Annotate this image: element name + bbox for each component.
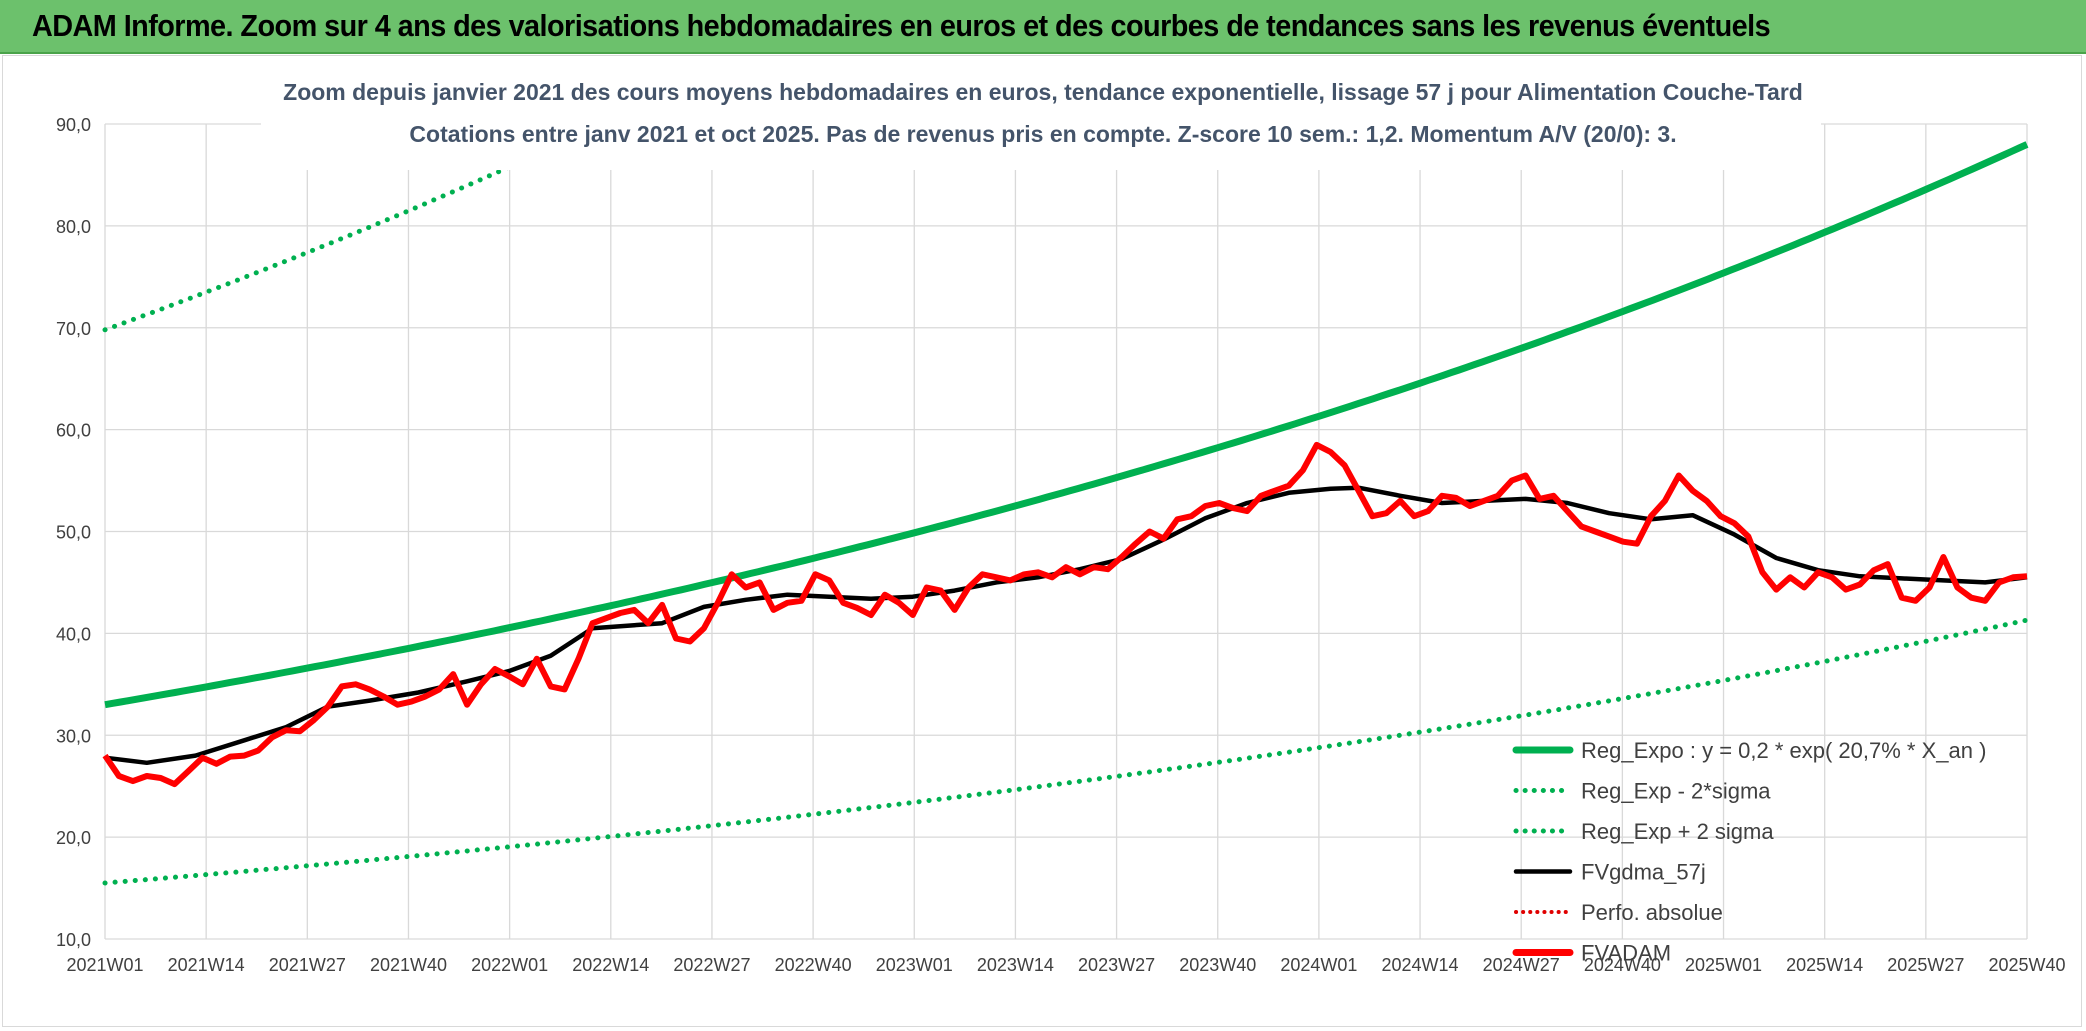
x-tick-label: 2022W01 bbox=[471, 955, 548, 975]
x-tick-label: 2024W14 bbox=[1382, 955, 1459, 975]
line-chart: 10,0 20,0 30,0 40,0 50,0 60,0 70,0 80,0 90,0 202… bbox=[56, 62, 2066, 975]
x-tick-label: 2021W27 bbox=[269, 955, 346, 975]
x-tick-label: 2023W40 bbox=[1179, 955, 1256, 975]
reg-expo-line bbox=[104, 141, 2029, 709]
reg-exp-plus-2sigma-line bbox=[102, 124, 610, 333]
x-tick-label: 2022W14 bbox=[572, 955, 649, 975]
reg-exp-minus-2sigma-line bbox=[102, 617, 2030, 886]
x-tick-label: 2024W40 bbox=[1584, 955, 1661, 975]
y-tick-label: 20,0 bbox=[56, 828, 91, 848]
y-tick-label: 70,0 bbox=[56, 319, 91, 339]
chart-legend: Reg_Expo : y = 0,2 * exp( 20,7% * X_an )… bbox=[1512, 738, 1986, 966]
chart-title-line-2: Cotations entre janv 2021 et oct 2025. P… bbox=[409, 121, 1676, 147]
legend-reg-exp-minus-2sigma-label: Reg_Exp - 2*sigma bbox=[1581, 779, 1771, 804]
y-tick-label: 60,0 bbox=[56, 421, 91, 441]
x-tick-label: 2022W40 bbox=[775, 955, 852, 975]
y-axis-labels: 10,0 20,0 30,0 40,0 50,0 60,0 70,0 80,0 90,0 bbox=[56, 115, 91, 950]
chart-frame: 10,0 20,0 30,0 40,0 50,0 60,0 70,0 80,0 90,0 202… bbox=[2, 55, 2082, 1027]
x-tick-label: 2025W27 bbox=[1887, 955, 1964, 975]
chart-title-line-1: Zoom depuis janvier 2021 des cours moyen… bbox=[283, 79, 1803, 105]
fvadam-line bbox=[102, 441, 2028, 788]
x-tick-label: 2021W40 bbox=[370, 955, 447, 975]
y-tick-label: 30,0 bbox=[56, 726, 91, 746]
x-tick-label: 2025W14 bbox=[1786, 955, 1863, 975]
legend-reg-exp-plus-2sigma-label: Reg_Exp + 2 sigma bbox=[1581, 819, 1774, 844]
x-tick-label: 2025W01 bbox=[1685, 955, 1762, 975]
x-tick-label: 2023W27 bbox=[1078, 955, 1155, 975]
y-tick-label: 50,0 bbox=[56, 523, 91, 543]
x-tick-label: 2023W01 bbox=[876, 955, 953, 975]
chart-grid bbox=[104, 123, 2028, 940]
chart-title-background bbox=[261, 62, 1821, 170]
x-tick-label: 2025W40 bbox=[1988, 955, 2065, 975]
legend-perfo-absolue-label: Perfo. absolue bbox=[1581, 900, 1723, 925]
fvgdma-57j-line bbox=[104, 485, 2028, 766]
x-tick-label: 2021W14 bbox=[168, 955, 245, 975]
report-banner: ADAM Informe. Zoom sur 4 ans des valoris… bbox=[0, 0, 2086, 54]
chart-series bbox=[102, 124, 2030, 886]
legend-fvgdma-57j-label: FVgdma_57j bbox=[1581, 860, 1706, 885]
x-tick-label: 2023W14 bbox=[977, 955, 1054, 975]
y-tick-label: 90,0 bbox=[56, 115, 91, 135]
legend-fvadam-label: FVADAM bbox=[1581, 941, 1671, 966]
x-axis-labels: 2021W01 2021W14 2021W27 2021W40 2022W01 2022W… bbox=[66, 955, 2065, 975]
y-tick-label: 80,0 bbox=[56, 217, 91, 237]
y-tick-label: 10,0 bbox=[56, 930, 91, 950]
x-tick-label: 2024W01 bbox=[1280, 955, 1357, 975]
y-tick-label: 40,0 bbox=[56, 624, 91, 644]
x-tick-label: 2024W27 bbox=[1483, 955, 1560, 975]
legend-reg-expo-label: Reg_Expo : y = 0,2 * exp( 20,7% * X_an ) bbox=[1581, 738, 1986, 763]
x-tick-label: 2022W27 bbox=[673, 955, 750, 975]
report-title: ADAM Informe. Zoom sur 4 ans des valoris… bbox=[32, 8, 1771, 43]
x-tick-label: 2021W01 bbox=[66, 955, 143, 975]
